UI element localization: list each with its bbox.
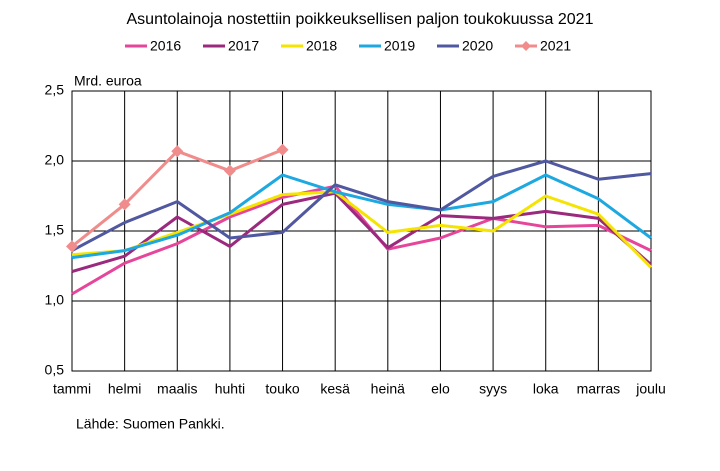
series-marker (223, 164, 236, 177)
y-tick-label: 2,5 (45, 82, 65, 98)
series-line (71, 190, 653, 269)
y-tick-label: 1,0 (45, 292, 65, 308)
series-line (71, 184, 652, 296)
legend-label: 2021 (540, 38, 571, 54)
y-tick-label: 1,5 (45, 222, 65, 238)
series-marker (66, 240, 78, 253)
x-tick-label: syys (479, 381, 507, 397)
series-marker (171, 145, 184, 158)
legend-label: 2016 (150, 38, 181, 54)
x-tick-label: tammi (53, 381, 91, 397)
x-tick-label: joulu (635, 381, 666, 397)
x-tick-label: elo (431, 381, 450, 397)
series-line (71, 173, 652, 260)
legend-label: 2017 (228, 38, 259, 54)
y-axis-label: Mrd. euroa (74, 73, 142, 89)
series-line (71, 159, 652, 252)
x-tick-label: huhti (215, 381, 245, 397)
y-tick-label: 0,5 (45, 362, 65, 378)
chart-title: Asuntolainoja nostettiin poikkeuksellise… (127, 11, 594, 28)
legend-label: 2019 (384, 38, 415, 54)
series-marker (276, 143, 289, 156)
legend-label: 2018 (306, 38, 337, 54)
series-marker (118, 198, 131, 211)
legend-label: 2020 (462, 38, 493, 54)
x-tick-label: heinä (371, 381, 405, 397)
x-tick-label: loka (533, 381, 559, 397)
series-line (71, 191, 652, 274)
x-tick-label: kesä (320, 381, 350, 397)
x-tick-label: touko (265, 381, 299, 397)
legend-marker (521, 41, 531, 51)
source-note: Lähde: Suomen Pankki. (76, 416, 225, 432)
x-tick-label: helmi (108, 381, 141, 397)
y-tick-label: 2,0 (45, 152, 65, 168)
x-tick-label: marras (577, 381, 621, 397)
x-tick-label: maalis (157, 381, 197, 397)
